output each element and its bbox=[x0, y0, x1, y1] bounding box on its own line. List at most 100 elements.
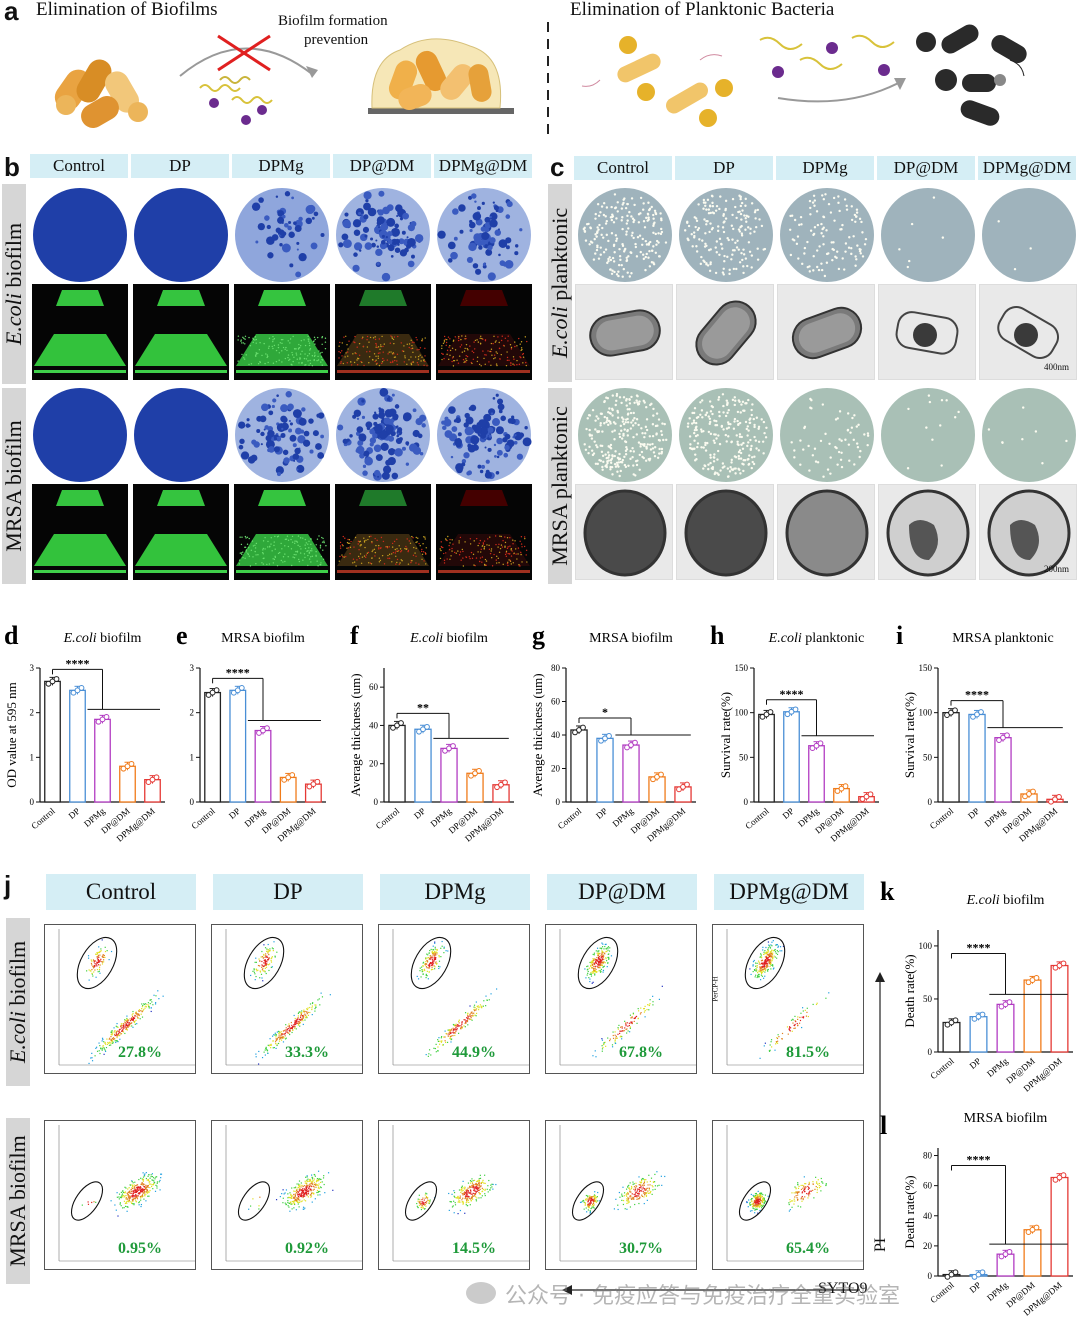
chart-l-ytick-3: 60 bbox=[923, 1181, 933, 1191]
chart-l-bar-3 bbox=[1023, 1229, 1042, 1277]
confocal-image-0-2 bbox=[234, 284, 330, 380]
panel-c-header-2: DPMg bbox=[776, 156, 874, 180]
chart-i-bar-0 bbox=[942, 712, 960, 803]
arc-arrow bbox=[179, 47, 313, 77]
chart-g-xlabel-1: DP bbox=[594, 806, 609, 821]
chart-k-ylabel: Death rate(%) bbox=[902, 954, 917, 1027]
confocal-image-1-2 bbox=[234, 484, 330, 580]
chart-d-significance: **** bbox=[66, 656, 90, 670]
chart-k-bar-3 bbox=[1023, 979, 1042, 1053]
confocal-image-1-1 bbox=[133, 484, 229, 580]
agar-plate-0-3 bbox=[881, 188, 975, 282]
chart-g-bar-1 bbox=[596, 737, 614, 803]
chart-i-bar-2 bbox=[994, 737, 1012, 803]
flow-plot-0-1 bbox=[211, 924, 363, 1074]
panel-i-label: i bbox=[896, 621, 903, 650]
panel-j-header-3: DP@DM bbox=[547, 874, 697, 910]
chart-e-bar-1 bbox=[229, 689, 247, 803]
pi-axis-arrow bbox=[875, 972, 885, 1245]
chart-e-bar-0 bbox=[204, 691, 222, 803]
chart-e-significance: **** bbox=[226, 665, 250, 679]
flow-percent-0-0: 27.8% bbox=[118, 1044, 162, 1061]
flow-plot-1-1 bbox=[211, 1120, 363, 1270]
wechat-icon bbox=[466, 1282, 496, 1304]
syto9-axis-arrow bbox=[562, 1285, 860, 1295]
chart-k-ytick-0: 0 bbox=[928, 1047, 933, 1057]
chart-i-xlabel-1: DP bbox=[966, 806, 981, 821]
flow-percent-1-3: 30.7% bbox=[619, 1240, 663, 1257]
panel-a-illustration bbox=[54, 22, 1027, 140]
panel-b-label: b bbox=[4, 152, 20, 182]
chart-d-bar-1 bbox=[69, 689, 86, 803]
panel-j-header-0: Control bbox=[46, 874, 196, 910]
agar-plate-0-1 bbox=[679, 188, 773, 282]
chart-i-ytick-2: 100 bbox=[919, 708, 933, 718]
chart-i-ytick-3: 150 bbox=[919, 663, 933, 673]
flow-plot-0-3 bbox=[545, 924, 697, 1074]
chart-l-xlabel-0: Control bbox=[928, 1280, 956, 1306]
confocal-image-0-3 bbox=[335, 284, 431, 380]
chart-l-ytick-0: 0 bbox=[928, 1271, 933, 1281]
crystal-violet-well-1-0 bbox=[33, 388, 127, 482]
chart-k-title: E.coli biofilm bbox=[966, 893, 1045, 908]
bar-chart-d: d E.coli biofilm 0 1 2 3 OD value at 595 nm Con… bbox=[4, 621, 165, 844]
chart-d-bar-2 bbox=[94, 718, 111, 803]
crystal-violet-well-0-0 bbox=[33, 188, 127, 282]
chart-d-ytick-0: 0 bbox=[30, 797, 35, 807]
chart-k-xlabel-1: DP bbox=[968, 1056, 983, 1071]
chart-e-title: MRSA biofilm bbox=[221, 631, 305, 646]
chart-f-bar-2 bbox=[440, 747, 458, 803]
chart-e-ytick-3: 3 bbox=[190, 663, 195, 673]
chart-g-ytick-1: 20 bbox=[551, 764, 561, 774]
chart-i-xlabel-0: Control bbox=[928, 806, 956, 832]
chart-h-ytick-0: 0 bbox=[744, 797, 749, 807]
chart-l-bar-4 bbox=[1050, 1176, 1069, 1277]
chart-d-ytick-3: 3 bbox=[30, 663, 35, 673]
panel-b-header-2: DPMg bbox=[232, 154, 330, 178]
tem-image-0-0 bbox=[575, 284, 673, 380]
flow-plot-1-3 bbox=[545, 1120, 697, 1270]
chart-h-ytick-3: 150 bbox=[735, 663, 749, 673]
panel-h-label: h bbox=[710, 621, 725, 650]
panel-c-header-1: DP bbox=[675, 156, 773, 180]
percp-axis-label: PerCP-H bbox=[711, 976, 720, 1002]
flow-percent-1-1: 0.92% bbox=[285, 1240, 329, 1257]
bar-chart-f: f E.coli biofilm 0 20 40 60 Average thickness … bbox=[350, 621, 514, 844]
chart-k-bar-0 bbox=[942, 1021, 961, 1053]
chart-h-ytick-2: 100 bbox=[735, 708, 749, 718]
flow-percent-0-1: 33.3% bbox=[285, 1044, 329, 1061]
crystal-violet-well-1-4 bbox=[437, 388, 532, 482]
panel-c-label: c bbox=[550, 152, 565, 182]
flow-plot-1-0 bbox=[44, 1120, 196, 1270]
pi-axis-label: PI bbox=[872, 1237, 889, 1252]
panel-b-header-1: DP bbox=[131, 154, 229, 178]
peptide-icon bbox=[199, 76, 273, 125]
chart-h-bar-0 bbox=[758, 713, 775, 803]
flow-plot-0-0 bbox=[44, 924, 196, 1074]
confocal-image-1-3 bbox=[335, 484, 431, 580]
chart-f-xlabel-1: DP bbox=[412, 806, 427, 821]
crystal-violet-well-1-1 bbox=[134, 388, 228, 482]
row-label-ecoli-planktonic: E.coli planktonic bbox=[547, 184, 572, 382]
chart-k-significance: **** bbox=[967, 941, 991, 955]
chart-d-bar-0 bbox=[44, 680, 61, 803]
chart-f-bar-1 bbox=[414, 728, 432, 803]
planktonic-bacteria-icon bbox=[581, 34, 895, 127]
chart-f-title: E.coli biofilm bbox=[409, 631, 488, 646]
confocal-image-0-0 bbox=[32, 284, 128, 380]
agar-plate-0-0 bbox=[578, 188, 672, 282]
chart-f-ytick-0: 0 bbox=[374, 797, 379, 807]
flow-percent-1-4: 65.4% bbox=[786, 1240, 830, 1257]
chart-e-ytick-1: 1 bbox=[190, 752, 195, 762]
panel-b-header-0: Control bbox=[30, 154, 128, 178]
agar-plate-1-2 bbox=[780, 388, 874, 482]
flow-plot-1-2 bbox=[378, 1120, 530, 1270]
flow-percent-1-2: 14.5% bbox=[452, 1240, 496, 1257]
chart-h-ytick-1: 50 bbox=[739, 752, 749, 762]
bar-chart-h: h E.coli planktonic 0 50 100 150 Survival rate… bbox=[710, 621, 879, 844]
chart-l-ytick-1: 20 bbox=[923, 1241, 933, 1251]
panel-g-label: g bbox=[532, 621, 545, 650]
crystal-violet-well-0-4 bbox=[437, 188, 531, 282]
confocal-image-0-1 bbox=[133, 284, 229, 380]
